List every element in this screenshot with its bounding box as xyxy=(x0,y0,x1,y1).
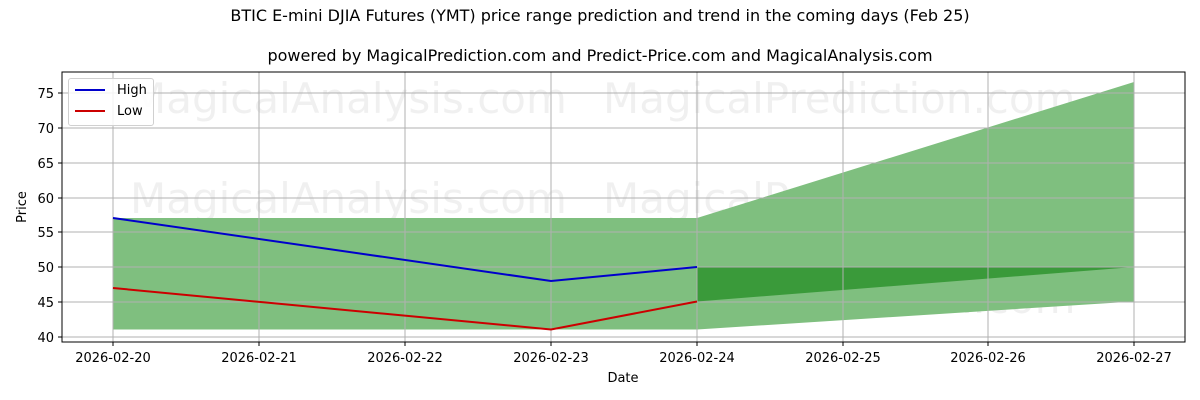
y-tick-label: 50 xyxy=(37,261,54,276)
chart-subtitle: powered by MagicalPrediction.com and Pre… xyxy=(267,46,933,65)
high-line xyxy=(112,217,698,283)
y-axis-label: Price xyxy=(15,191,30,223)
y-tick-label: 70 xyxy=(37,122,54,137)
x-tick-label: 2026-02-22 xyxy=(367,351,443,366)
x-tick-label: 2026-02-20 xyxy=(75,351,151,366)
watermark: MagicalAnalysis.com xyxy=(130,74,567,123)
x-axis: 2026-02-20 2026-02-21 2026-02-22 2026-02… xyxy=(75,342,1172,386)
legend: High Low xyxy=(68,78,154,126)
x-tick-label: 2026-02-26 xyxy=(950,351,1026,366)
low-line xyxy=(112,287,698,331)
x-tick-label: 2026-02-21 xyxy=(221,351,297,366)
x-tick-label: 2026-02-23 xyxy=(513,351,589,366)
chart-title: BTIC E-mini DJIA Futures (YMT) price ran… xyxy=(230,6,970,25)
x-tick-label: 2026-02-27 xyxy=(1096,351,1172,366)
x-tick-label: 2026-02-25 xyxy=(805,351,881,366)
y-tick-label: 75 xyxy=(37,87,54,102)
y-tick-label: 60 xyxy=(37,192,54,207)
predicted-inner-band xyxy=(697,267,1134,302)
low-line-swatch-icon xyxy=(75,110,105,112)
grid xyxy=(62,72,1185,342)
high-line-swatch-icon xyxy=(75,89,105,91)
watermark: MagicalPrediction.com xyxy=(603,74,1076,123)
y-tick-label: 40 xyxy=(37,331,54,346)
y-axis: 40 45 50 55 60 65 70 75 Price xyxy=(15,87,62,346)
legend-label: High xyxy=(117,82,147,98)
legend-item-low: Low xyxy=(75,102,143,120)
y-tick-label: 65 xyxy=(37,157,54,172)
y-tick-label: 55 xyxy=(37,226,54,241)
x-tick-label: 2026-02-24 xyxy=(659,351,735,366)
y-tick-label: 45 xyxy=(37,296,54,311)
legend-item-high: High xyxy=(75,81,147,99)
x-axis-label: Date xyxy=(607,371,638,386)
legend-label: Low xyxy=(117,103,143,119)
plot-frame xyxy=(61,71,1186,343)
